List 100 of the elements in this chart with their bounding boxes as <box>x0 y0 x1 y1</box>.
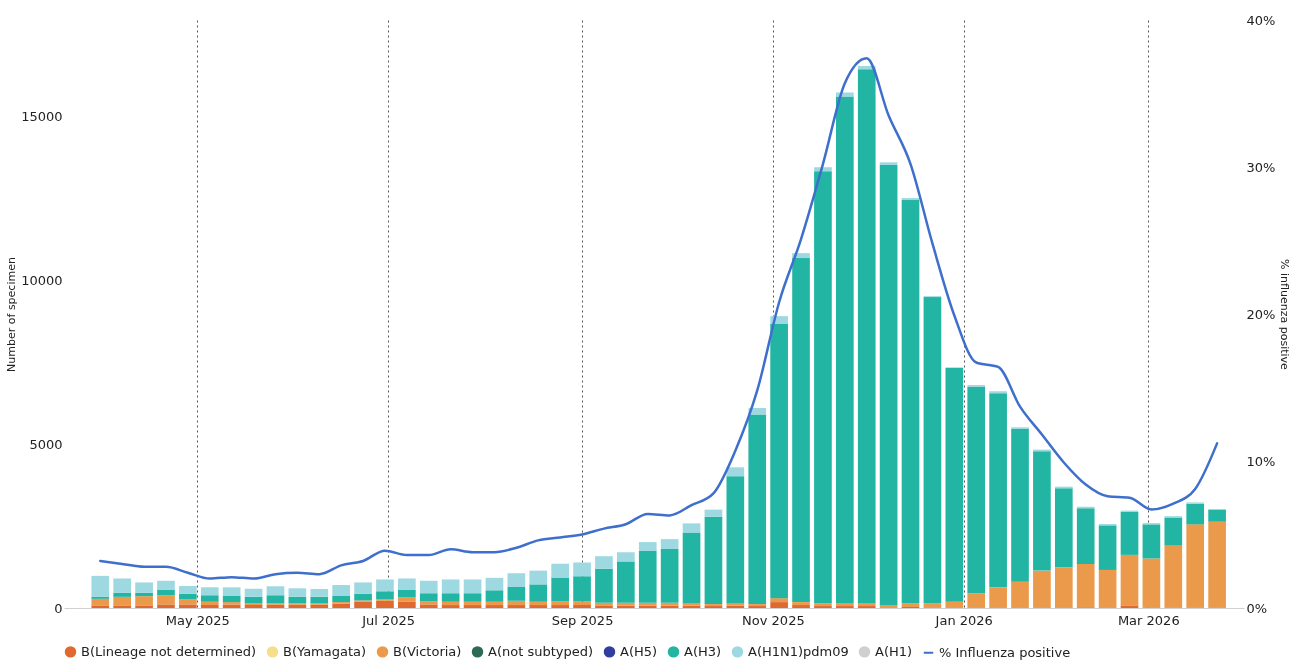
y2-tick-label: 40% <box>1246 12 1276 28</box>
legend-label: B(Yamagata) <box>283 643 367 659</box>
y2-tick-label: 20% <box>1246 306 1276 322</box>
bar <box>113 578 132 593</box>
bar <box>551 563 569 578</box>
bar <box>879 162 898 165</box>
bar <box>1208 521 1226 608</box>
x-tick-label: Sep 2025 <box>551 612 614 628</box>
bar <box>222 587 241 596</box>
bar <box>967 593 986 608</box>
bar <box>748 414 767 605</box>
y2-tick-label: 30% <box>1246 159 1276 175</box>
bar <box>529 601 548 606</box>
bar <box>354 582 372 594</box>
bar <box>507 587 526 601</box>
x-tick-label: May 2025 <box>165 612 230 628</box>
y2-tick-label: 0% <box>1246 600 1268 616</box>
legend-label: A(H1N1)pdm09 <box>748 643 849 659</box>
bar <box>354 593 372 601</box>
x-tick-label: Jan 2026 <box>934 612 993 628</box>
legend-label: A(H1) <box>875 643 913 659</box>
bar <box>682 523 701 533</box>
bar <box>507 573 526 588</box>
bar <box>726 476 745 604</box>
bar <box>945 367 964 602</box>
legend-label: B(Victoria) <box>393 643 462 659</box>
bar <box>244 588 263 597</box>
bar <box>441 605 460 608</box>
legend-label: A(H3) <box>684 643 722 659</box>
bar <box>332 585 350 596</box>
bar <box>529 605 548 608</box>
bar <box>463 605 482 608</box>
bar <box>1186 503 1205 525</box>
bar <box>1033 451 1051 571</box>
bar <box>376 591 394 600</box>
bar <box>595 568 613 603</box>
bar <box>485 577 504 591</box>
bar <box>1076 508 1095 565</box>
bar <box>573 605 591 608</box>
bar <box>441 593 460 602</box>
bar <box>1098 525 1117 570</box>
bar <box>770 602 788 608</box>
bar <box>967 386 986 594</box>
bar <box>91 605 110 608</box>
bar <box>288 588 307 597</box>
x-tick-label: Nov 2025 <box>742 612 805 628</box>
bar <box>376 600 394 608</box>
bar <box>1120 511 1139 555</box>
x-tick-label: Jul 2025 <box>361 612 416 628</box>
bar <box>1164 545 1183 608</box>
bar <box>1142 524 1161 559</box>
bar <box>945 601 964 608</box>
bar <box>91 598 110 606</box>
bar <box>113 592 132 597</box>
bar <box>200 605 219 608</box>
bar <box>573 562 591 577</box>
bar <box>529 570 548 585</box>
bar <box>398 601 416 608</box>
y2-tick-label: 10% <box>1246 453 1276 469</box>
bar <box>638 542 657 551</box>
bar <box>1120 605 1139 608</box>
bar <box>200 587 219 596</box>
bar <box>660 548 679 603</box>
bar <box>310 588 329 597</box>
bar <box>507 600 526 606</box>
y-tick-label: 10000 <box>21 272 63 288</box>
bar <box>179 586 197 594</box>
bar <box>157 604 175 608</box>
bar <box>1164 517 1183 546</box>
bar <box>222 595 241 603</box>
bar <box>135 582 153 593</box>
bar <box>770 324 788 599</box>
bar <box>682 532 701 604</box>
y-tick-label: 0 <box>54 600 63 616</box>
bar <box>660 539 679 549</box>
bar <box>463 579 482 594</box>
bar <box>792 258 810 603</box>
bar <box>704 516 723 605</box>
bar <box>332 603 350 608</box>
line-series <box>99 56 1219 580</box>
bar <box>113 596 132 606</box>
bar <box>266 586 285 596</box>
bar <box>1054 567 1073 608</box>
y2-axis-title: % influenza positive <box>1278 259 1292 371</box>
legend-label: % Influenza positive <box>939 644 1071 660</box>
bar <box>551 605 569 608</box>
bar <box>573 576 591 602</box>
bar <box>704 509 723 517</box>
bar <box>595 556 613 569</box>
legend-label: A(H5) <box>620 643 658 659</box>
bar <box>1011 581 1029 608</box>
bar <box>157 595 175 605</box>
bar <box>398 589 416 598</box>
bar <box>901 603 920 608</box>
y-tick-label: 15000 <box>21 108 63 124</box>
bar <box>835 96 854 604</box>
bar <box>354 601 372 608</box>
legend-label: A(not subtyped) <box>488 643 594 659</box>
bar <box>200 601 219 606</box>
bar <box>398 578 416 590</box>
